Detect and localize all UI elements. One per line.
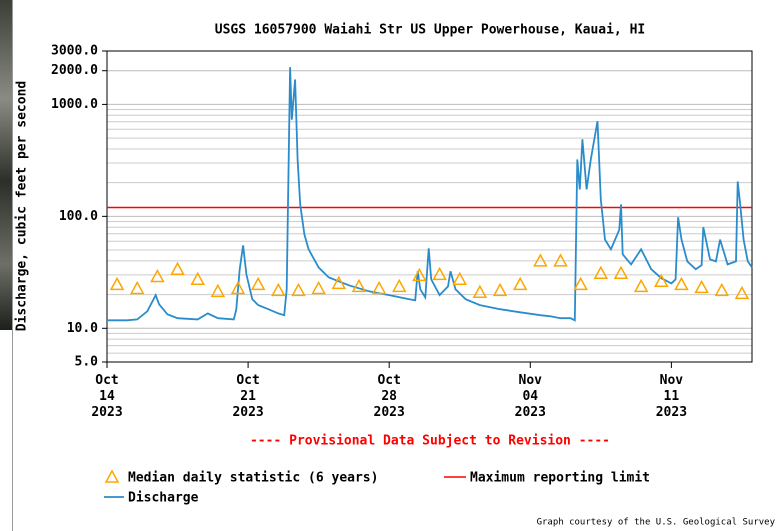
median-marker [170, 261, 185, 275]
median-marker [512, 276, 528, 291]
y-tick-label: 2000.0 [51, 63, 98, 78]
median-marker [553, 253, 568, 267]
discharge-line [107, 67, 753, 322]
median-marker [210, 283, 226, 298]
median-marker [311, 280, 326, 295]
median-marker [452, 271, 467, 286]
median-marker [392, 278, 407, 293]
plot-frame [106, 50, 753, 363]
median-marker [371, 280, 387, 295]
median-marker [573, 276, 588, 291]
median-marker [654, 273, 669, 288]
median-marker [472, 284, 488, 298]
median-marker [432, 266, 447, 281]
legend-marker [104, 469, 120, 483]
photo-strip [0, 0, 12, 330]
median-marker [714, 282, 730, 297]
x-tick-label: Nov 11 2023 [656, 373, 687, 420]
median-marker [129, 280, 145, 295]
y-tick-label: 10.0 [67, 321, 98, 336]
median-marker [412, 267, 427, 282]
median-marker [674, 276, 689, 291]
median-marker [533, 253, 548, 267]
median-marker [109, 276, 125, 291]
y-tick-label: 1000.0 [51, 97, 98, 112]
legend-label: Discharge [128, 491, 199, 506]
median-marker [351, 278, 367, 293]
median-marker [633, 278, 649, 293]
credit: Graph courtesy of the U.S. Geological Su… [537, 518, 776, 528]
legend-label: Median daily statistic (6 years) [128, 471, 378, 486]
median-marker [150, 268, 165, 283]
edge [12, 0, 13, 531]
x-tick-label: Oct 21 2023 [232, 373, 263, 420]
median-marker [734, 285, 750, 300]
y-tick-label: 5.0 [75, 355, 99, 370]
x-tick-label: Oct 28 2023 [374, 373, 405, 420]
median-marker [250, 276, 266, 291]
median-marker [230, 280, 246, 295]
median-marker [492, 282, 508, 297]
median-marker [271, 282, 286, 297]
y-axis-label: Discharge, cubic feet per second [15, 81, 30, 331]
median-marker [291, 282, 306, 297]
median-marker [331, 275, 347, 290]
x-tick-label: Oct 14 2023 [91, 373, 122, 420]
x-tick-label: Nov 04 2023 [515, 373, 546, 420]
median-marker [190, 271, 205, 286]
y-tick-label: 100.0 [59, 209, 98, 224]
median-marker [593, 265, 609, 280]
provisional-note: ---- Provisional Data Subject to Revisio… [250, 434, 610, 449]
legend-label: Maximum reporting limit [470, 471, 650, 486]
y-tick-label: 3000.0 [51, 44, 98, 59]
median-marker [613, 265, 629, 280]
chart-title: USGS 16057900 Waiahi Str US Upper Powerh… [215, 23, 645, 38]
median-marker [694, 279, 709, 294]
